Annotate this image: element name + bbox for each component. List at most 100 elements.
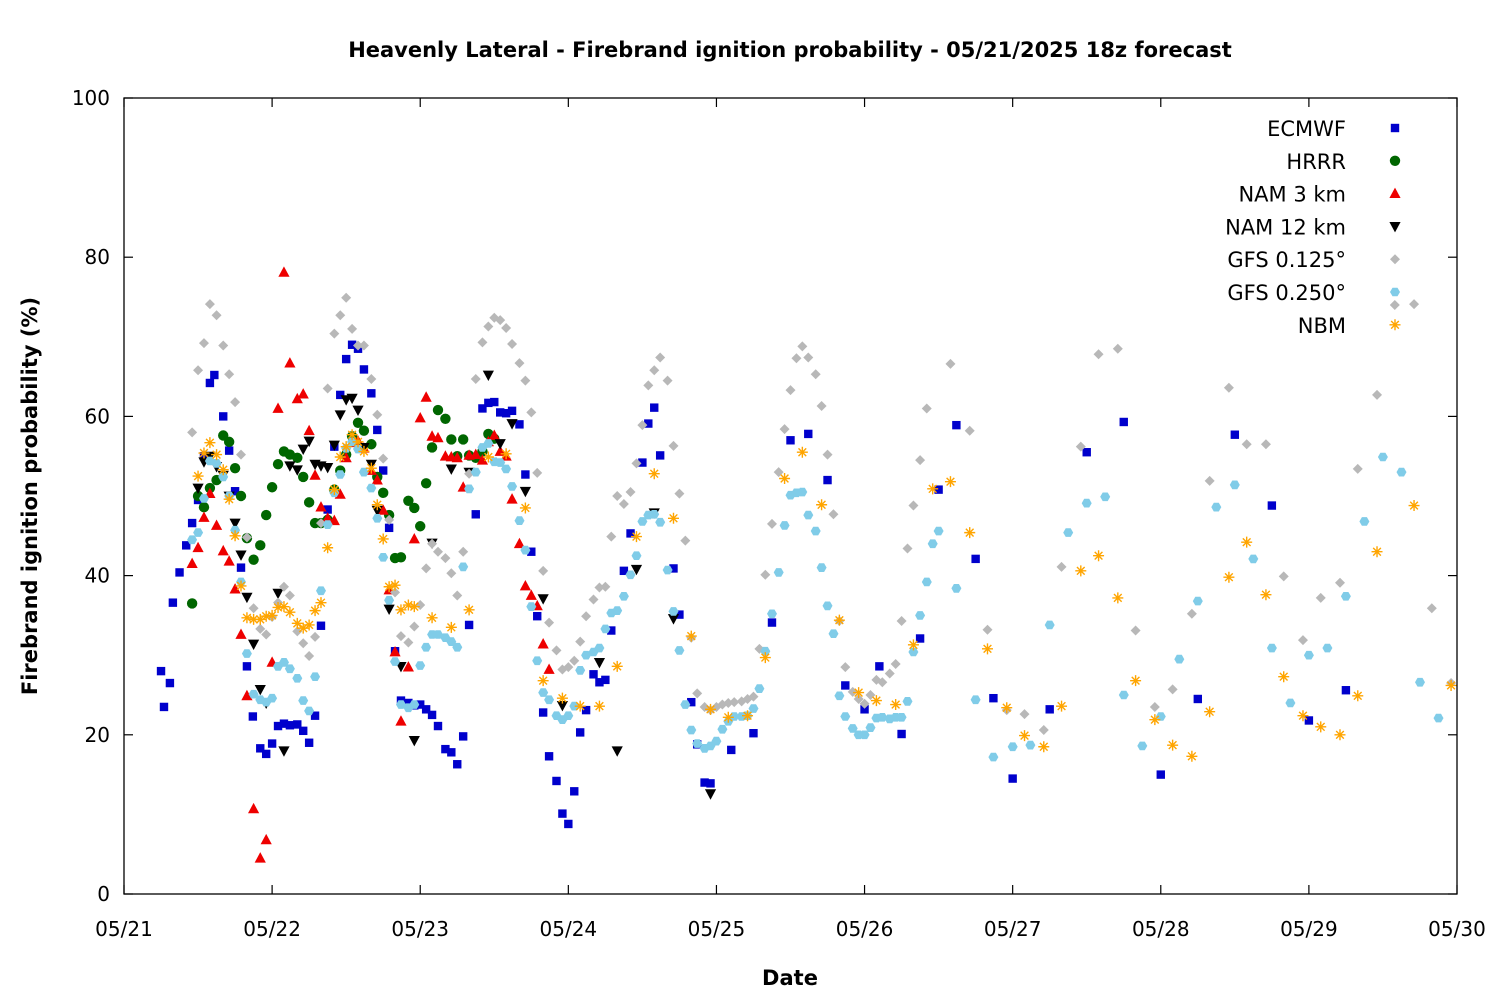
data-point [247, 639, 260, 651]
data-point [402, 661, 414, 672]
data-point [210, 519, 223, 530]
data-point [875, 662, 884, 671]
legend-label: ECMWF [1267, 117, 1346, 141]
data-point [779, 424, 790, 435]
data-point [235, 490, 247, 502]
data-point [675, 610, 684, 619]
data-point [816, 563, 827, 572]
data-point [1340, 592, 1351, 601]
data-point [644, 419, 653, 428]
data-point [618, 592, 629, 601]
data-point [293, 720, 302, 729]
data-point [346, 393, 358, 405]
data-point [594, 582, 605, 593]
data-point [409, 502, 420, 514]
data-point [1193, 694, 1203, 704]
data-point [877, 713, 888, 722]
data-point [229, 518, 241, 530]
data-point [378, 466, 388, 475]
data-point [896, 713, 907, 722]
data-point [766, 518, 777, 529]
data-point [309, 605, 321, 617]
data-point [453, 760, 462, 769]
data-point [527, 547, 536, 556]
data-point [1266, 643, 1277, 653]
data-point [408, 601, 420, 613]
data-point [241, 649, 252, 658]
data-point [284, 461, 296, 472]
data-point [532, 656, 543, 666]
data-point [440, 553, 451, 564]
data-point [902, 543, 913, 554]
data-point [1223, 382, 1234, 393]
data-point [556, 700, 569, 712]
data-point [229, 462, 241, 474]
x-tick-label: 05/26 [836, 917, 894, 941]
data-point [574, 700, 586, 712]
data-point [1297, 710, 1309, 722]
data-point [358, 445, 370, 457]
data-point [1007, 742, 1018, 752]
data-point [421, 563, 432, 574]
data-point [285, 721, 295, 730]
data-point [278, 746, 290, 757]
legend-entry: GFS 0.125° [1227, 248, 1400, 272]
data-point [1056, 700, 1068, 712]
x-tick-label: 05/23 [391, 917, 449, 941]
data-point [797, 341, 808, 352]
data-point [804, 429, 813, 439]
data-point [366, 439, 377, 450]
data-point [581, 650, 592, 660]
data-point [432, 546, 443, 557]
data-point [1155, 712, 1166, 721]
data-point [537, 638, 549, 649]
data-point [165, 678, 175, 688]
data-point [367, 389, 376, 398]
data-point [378, 553, 389, 562]
data-point [1045, 705, 1054, 714]
data-point [389, 579, 401, 591]
data-point [384, 595, 395, 605]
data-point [1278, 571, 1289, 582]
data-point [520, 545, 531, 555]
y-tick-label: 20 [85, 723, 110, 747]
data-point [1372, 389, 1383, 400]
data-point [500, 448, 512, 460]
data-point [470, 448, 482, 460]
data-point [420, 391, 432, 402]
data-point [607, 626, 616, 635]
data-point [506, 419, 518, 430]
data-point [674, 488, 685, 499]
data-point [803, 510, 814, 520]
data-point [662, 375, 673, 386]
data-point [1167, 684, 1178, 695]
data-point [335, 310, 346, 321]
data-point [278, 581, 289, 592]
data-point [606, 531, 617, 542]
data-point [254, 685, 266, 696]
data-point [501, 323, 512, 334]
y-tick-label: 40 [85, 564, 110, 588]
legend-label: NAM 12 km [1225, 215, 1346, 239]
data-point [464, 484, 475, 494]
data-point [951, 584, 962, 593]
data-point [1008, 774, 1017, 783]
data-point [630, 531, 642, 543]
data-point [273, 721, 283, 731]
data-point [298, 471, 309, 483]
data-point [544, 617, 555, 628]
data-point [447, 748, 456, 757]
data-point [464, 620, 474, 630]
data-point [556, 692, 568, 704]
data-point [1278, 671, 1290, 683]
data-point [902, 697, 913, 706]
plot-marks [156, 266, 1457, 863]
data-point [1167, 739, 1179, 751]
data-point [365, 462, 377, 474]
data-point [322, 462, 334, 474]
data-point [267, 739, 277, 748]
data-point [230, 487, 240, 496]
data-point [452, 642, 463, 652]
data-point [433, 630, 443, 639]
data-point [415, 521, 426, 532]
